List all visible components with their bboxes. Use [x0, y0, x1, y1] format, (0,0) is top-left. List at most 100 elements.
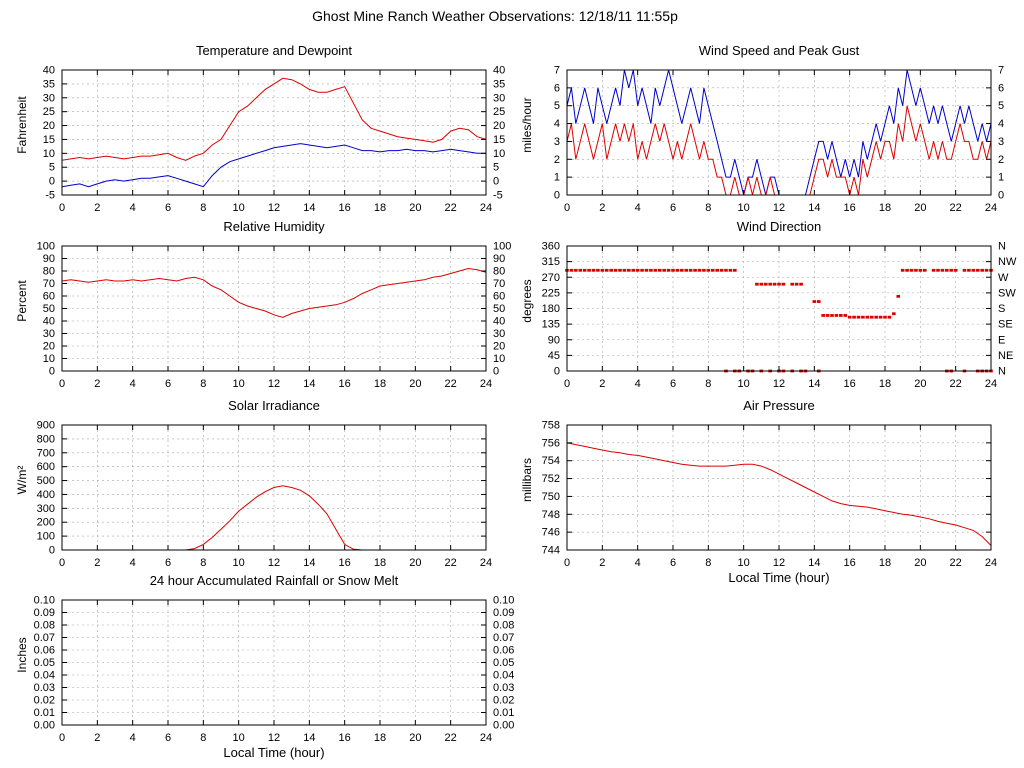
svg-text:5: 5 [493, 162, 499, 174]
svg-text:22: 22 [445, 202, 457, 214]
svg-text:5: 5 [554, 100, 560, 112]
svg-text:12: 12 [268, 378, 280, 390]
svg-text:6: 6 [165, 202, 171, 214]
svg-text:4: 4 [635, 202, 641, 214]
svg-text:10: 10 [43, 148, 55, 160]
svg-text:225: 225 [542, 287, 560, 299]
svg-text:0: 0 [554, 190, 560, 202]
svg-text:E: E [998, 334, 1005, 346]
svg-text:18: 18 [879, 202, 891, 214]
temperature-dewpoint-chart: Temperature and Dewpoint Fahrenheit -5 -5… [6, 42, 518, 215]
svg-text:10: 10 [493, 148, 505, 160]
svg-text:80: 80 [43, 266, 55, 278]
y-axis-label: W/m² [15, 465, 29, 495]
svg-text:7: 7 [554, 65, 560, 77]
svg-text:10: 10 [738, 202, 750, 214]
svg-text:4: 4 [130, 202, 136, 214]
svg-text:30: 30 [493, 328, 505, 340]
svg-text:24: 24 [985, 378, 997, 390]
y-axis-label: degrees [520, 279, 534, 323]
svg-text:14: 14 [303, 557, 315, 569]
svg-text:2: 2 [599, 557, 605, 569]
svg-text:2: 2 [998, 154, 1004, 166]
svg-text:300: 300 [37, 503, 55, 515]
svg-text:200: 200 [37, 517, 55, 529]
svg-text:10: 10 [738, 557, 750, 569]
svg-text:744: 744 [542, 545, 560, 557]
svg-text:1: 1 [998, 172, 1004, 184]
svg-text:30: 30 [43, 92, 55, 104]
svg-text:0: 0 [49, 366, 55, 378]
svg-text:16: 16 [339, 378, 351, 390]
y-axis-label: Inches [15, 637, 29, 673]
svg-text:16: 16 [844, 202, 856, 214]
svg-text:NE: NE [998, 350, 1013, 362]
svg-text:22: 22 [445, 732, 457, 744]
svg-text:-5: -5 [45, 190, 55, 202]
svg-text:60: 60 [493, 291, 505, 303]
svg-text:70: 70 [43, 278, 55, 290]
svg-text:748: 748 [542, 509, 560, 521]
plot-wrap: degrees 0 45 90 135 180 225 270 315 360 N NE E SE S SW… [511, 238, 1023, 391]
svg-text:40: 40 [43, 65, 55, 77]
air-pressure-chart: Air Pressure millibars 744 746 748 750 752 75… [511, 397, 1023, 586]
svg-text:18: 18 [374, 378, 386, 390]
svg-text:1: 1 [554, 172, 560, 184]
svg-text:20: 20 [409, 378, 421, 390]
svg-text:3: 3 [554, 136, 560, 148]
svg-text:135: 135 [542, 319, 560, 331]
x-axis-label: Local Time (hour) [728, 570, 830, 585]
svg-text:6: 6 [670, 378, 676, 390]
plot-wrap: Inches 0.00 0.00 0.01 0.01 0.02 0.02 0.03 0.03 0… [6, 592, 518, 745]
svg-text:60: 60 [43, 291, 55, 303]
svg-text:12: 12 [268, 732, 280, 744]
svg-text:20: 20 [409, 732, 421, 744]
svg-text:100: 100 [493, 241, 511, 253]
plot-wrap: Fahrenheit -5 -5 0 0 5 5 10 10 15 15 20 20 25 25 30 30 3… [6, 62, 518, 215]
svg-text:0.10: 0.10 [493, 595, 514, 607]
svg-text:40: 40 [493, 65, 505, 77]
svg-text:0.02: 0.02 [34, 695, 55, 707]
svg-text:35: 35 [493, 78, 505, 90]
svg-text:0.03: 0.03 [34, 682, 55, 694]
svg-text:0.07: 0.07 [34, 632, 55, 644]
svg-text:N: N [998, 241, 1006, 253]
svg-text:0.06: 0.06 [34, 645, 55, 657]
svg-text:18: 18 [374, 202, 386, 214]
svg-text:0: 0 [49, 176, 55, 188]
svg-text:SE: SE [998, 319, 1013, 331]
svg-text:0.02: 0.02 [493, 695, 514, 707]
svg-text:20: 20 [43, 341, 55, 353]
svg-text:90: 90 [493, 253, 505, 265]
svg-text:0.08: 0.08 [493, 620, 514, 632]
svg-text:14: 14 [303, 732, 315, 744]
svg-text:12: 12 [773, 202, 785, 214]
svg-text:N: N [998, 366, 1006, 378]
svg-text:50: 50 [43, 303, 55, 315]
x-axis-label: Local Time (hour) [223, 745, 325, 760]
svg-text:0: 0 [998, 190, 1004, 202]
svg-text:2: 2 [599, 202, 605, 214]
svg-text:0: 0 [554, 366, 560, 378]
plot-wrap: Percent 0 0 10 10 20 20 30 30 40 40 50 50 60 60 70 70 80… [6, 238, 518, 391]
svg-text:10: 10 [233, 732, 245, 744]
svg-text:12: 12 [268, 557, 280, 569]
svg-text:18: 18 [879, 378, 891, 390]
svg-text:4: 4 [635, 557, 641, 569]
wind-direction-chart: Wind Direction degrees 0 45 90 135 180 225 270… [511, 218, 1023, 391]
svg-text:0.05: 0.05 [34, 657, 55, 669]
svg-text:SW: SW [998, 287, 1016, 299]
svg-text:758: 758 [542, 420, 560, 432]
svg-text:8: 8 [200, 732, 206, 744]
svg-text:20: 20 [914, 202, 926, 214]
svg-text:746: 746 [542, 527, 560, 539]
svg-text:2: 2 [94, 378, 100, 390]
relative-humidity-chart: Relative Humidity Percent 0 0 10 10 20 20 30 30… [6, 218, 518, 391]
svg-text:45: 45 [548, 350, 560, 362]
rainfall-plot-area: 0.00 0.000.01 0.010.02 0.020.03 0.030.04 0.04… [34, 595, 515, 745]
svg-text:22: 22 [445, 557, 457, 569]
chart-title: Relative Humidity [223, 219, 325, 234]
svg-text:0: 0 [493, 176, 499, 188]
svg-text:0.06: 0.06 [493, 645, 514, 657]
